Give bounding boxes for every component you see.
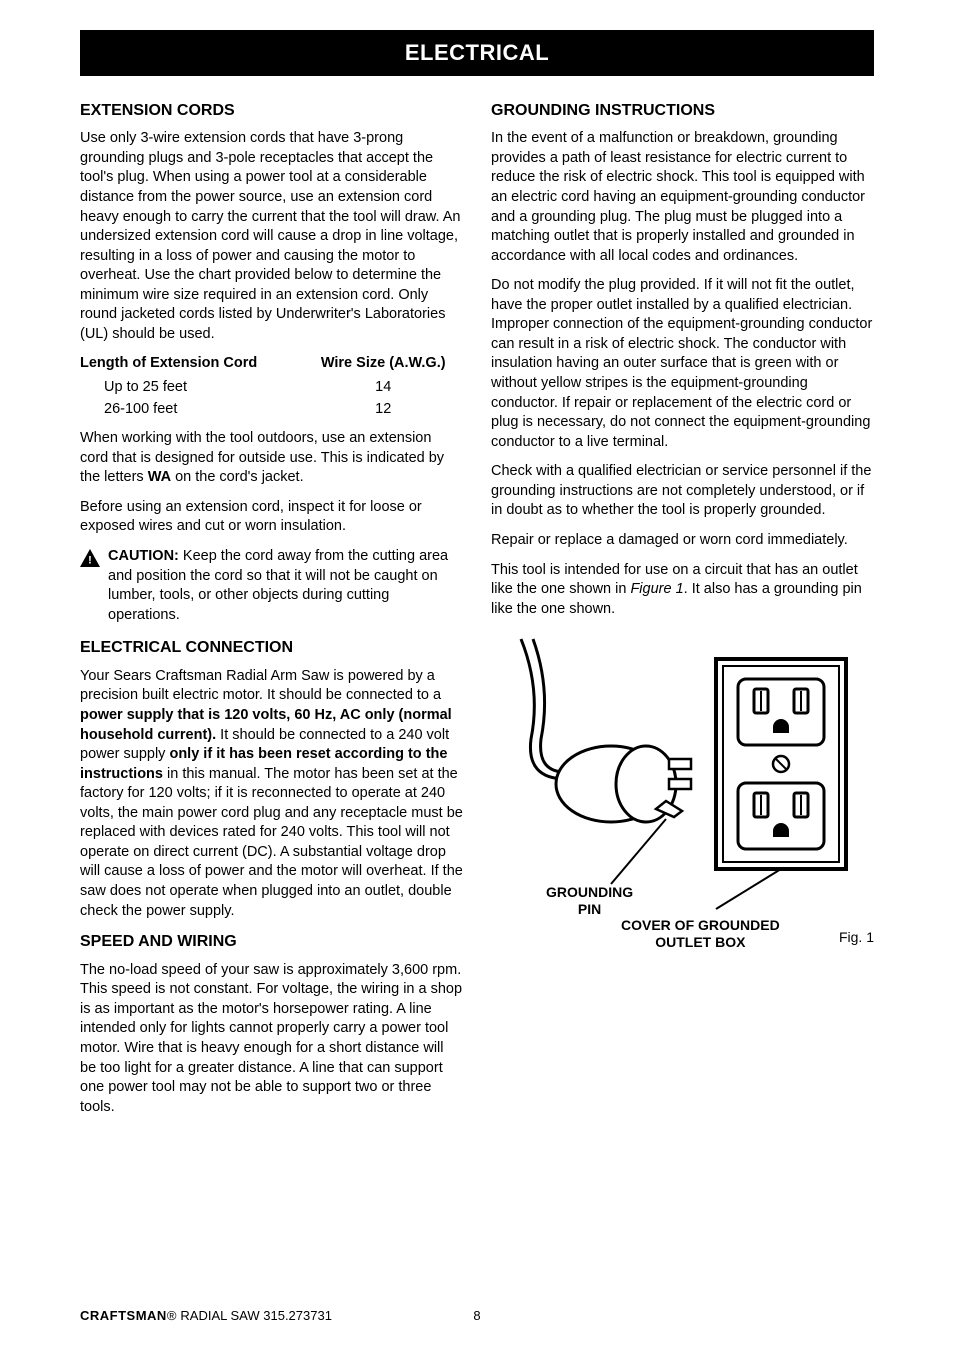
warning-icon: ! [80, 549, 100, 574]
figure-1: GROUNDINGPIN COVER OF GROUNDEDOUTLET BOX… [491, 629, 874, 969]
heading-electrical-connection: ELECTRICAL CONNECTION [80, 637, 463, 659]
caution-block: ! CAUTION: Keep the cord away from the c… [80, 547, 463, 625]
para-speed: The no-load speed of your saw is approxi… [80, 961, 463, 1118]
svg-text:!: ! [88, 554, 92, 566]
footer-model: RADIAL SAW 315.273731 [180, 1307, 332, 1325]
table-row: 12 [303, 400, 463, 420]
table-row: 26-100 feet [80, 400, 303, 420]
section-banner: ELECTRICAL [80, 30, 874, 76]
para-ground-5: This tool is intended for use on a circu… [491, 561, 874, 620]
page-number: 8 [473, 1307, 480, 1325]
para-ground-1: In the event of a malfunction or breakdo… [491, 129, 874, 266]
caution-text: CAUTION: Keep the cord away from the cut… [108, 547, 463, 625]
para-ground-2: Do not modify the plug provided. If it w… [491, 276, 874, 452]
para-ext-2: When working with the tool outdoors, use… [80, 429, 463, 488]
two-column-layout: EXTENSION CORDS Use only 3-wire extensio… [80, 96, 874, 1128]
label-grounding-pin: GROUNDINGPIN [546, 884, 633, 918]
footer-brand: CRAFTSMAN [80, 1307, 167, 1325]
cord-size-table: Length of Extension Cord Up to 25 feet 2… [80, 354, 463, 421]
para-elec: Your Sears Craftsman Radial Arm Saw is p… [80, 667, 463, 921]
table-row: 14 [303, 378, 463, 398]
heading-speed-wiring: SPEED AND WIRING [80, 931, 463, 953]
figure-caption: Fig. 1 [839, 929, 874, 946]
para-ground-3: Check with a qualified electrician or se… [491, 462, 874, 521]
para-ext-1: Use only 3-wire extension cords that hav… [80, 129, 463, 344]
page-footer: CRAFTSMAN® RADIAL SAW 315.273731 8 [80, 1307, 874, 1325]
heading-extension-cords: EXTENSION CORDS [80, 100, 463, 122]
label-cover: COVER OF GROUNDEDOUTLET BOX [621, 917, 780, 951]
para-ext-3: Before using an extension cord, inspect … [80, 498, 463, 537]
footer-reg: ® [167, 1307, 177, 1325]
right-column: GROUNDING INSTRUCTIONS In the event of a… [491, 96, 874, 1128]
table-head-wire: Wire Size (A.W.G.) [303, 354, 463, 374]
heading-grounding: GROUNDING INSTRUCTIONS [491, 100, 874, 122]
para-ground-4: Repair or replace a damaged or worn cord… [491, 531, 874, 551]
table-head-length: Length of Extension Cord [80, 354, 303, 374]
table-row: Up to 25 feet [80, 378, 303, 398]
left-column: EXTENSION CORDS Use only 3-wire extensio… [80, 96, 463, 1128]
